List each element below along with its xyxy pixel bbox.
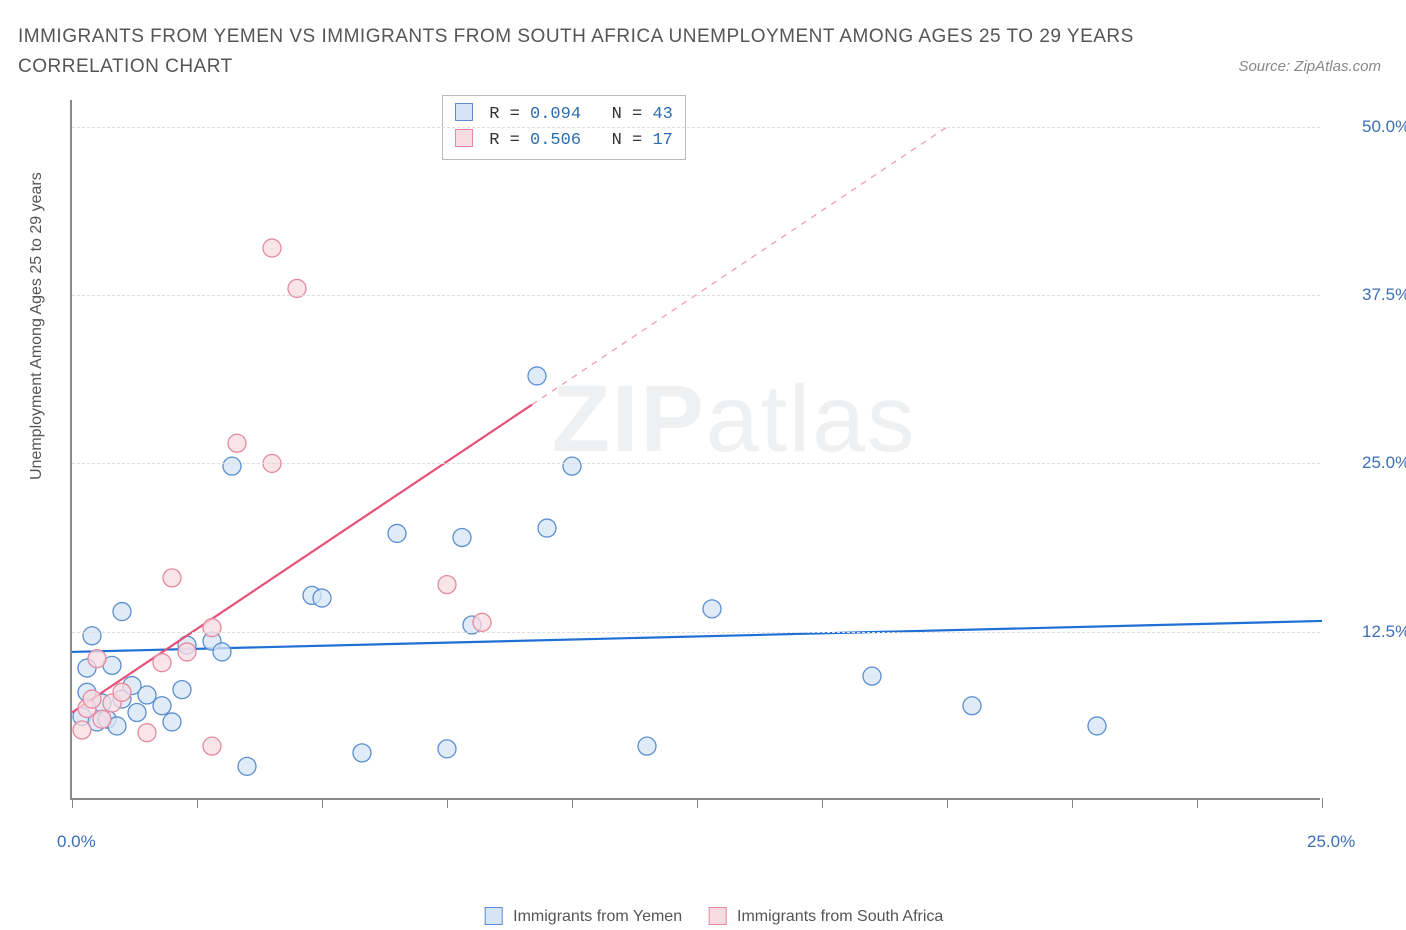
data-point bbox=[138, 724, 156, 742]
x-tick bbox=[572, 798, 573, 808]
x-tick bbox=[447, 798, 448, 808]
gridline bbox=[72, 463, 1320, 464]
data-point bbox=[173, 681, 191, 699]
data-point bbox=[703, 600, 721, 618]
data-point bbox=[83, 627, 101, 645]
stats-row-yemen: R = 0.094 N = 43 bbox=[455, 102, 673, 128]
data-point bbox=[93, 710, 111, 728]
plot-area: ZIPatlas R = 0.094 N = 43 R = 0.506 N = … bbox=[70, 100, 1320, 800]
stats-n-label: N = bbox=[612, 105, 643, 124]
x-tick bbox=[197, 798, 198, 808]
data-point bbox=[128, 704, 146, 722]
stats-swatch-yemen bbox=[455, 103, 473, 121]
x-tick bbox=[322, 798, 323, 808]
data-point bbox=[83, 690, 101, 708]
data-point bbox=[563, 457, 581, 475]
data-point bbox=[203, 737, 221, 755]
data-point bbox=[178, 643, 196, 661]
y-tick-label: 12.5% bbox=[1362, 622, 1406, 642]
source-label: Source: ZipAtlas.com bbox=[1238, 58, 1381, 75]
x-tick bbox=[697, 798, 698, 808]
data-point bbox=[73, 721, 91, 739]
x-tick bbox=[72, 798, 73, 808]
data-point bbox=[163, 569, 181, 587]
data-point bbox=[453, 529, 471, 547]
data-point bbox=[438, 740, 456, 758]
legend-swatch-sa bbox=[709, 907, 727, 925]
data-point bbox=[213, 643, 231, 661]
gridline bbox=[72, 295, 1320, 296]
gridline bbox=[72, 632, 1320, 633]
data-point bbox=[963, 697, 981, 715]
stats-r-label: R = bbox=[489, 105, 520, 124]
data-point bbox=[88, 650, 106, 668]
stats-r-sa: 0.506 bbox=[530, 131, 581, 150]
data-point bbox=[313, 589, 331, 607]
stats-row-sa: R = 0.506 N = 17 bbox=[455, 128, 673, 154]
chart-title: IMMIGRANTS FROM YEMEN VS IMMIGRANTS FROM… bbox=[18, 22, 1168, 83]
stats-swatch-sa bbox=[455, 129, 473, 147]
stats-r-yemen: 0.094 bbox=[530, 105, 581, 124]
data-point bbox=[223, 457, 241, 475]
data-point bbox=[473, 613, 491, 631]
x-tick bbox=[1197, 798, 1198, 808]
stats-r-label: R = bbox=[489, 131, 520, 150]
data-point bbox=[528, 367, 546, 385]
y-tick-label: 50.0% bbox=[1362, 117, 1406, 137]
data-point bbox=[638, 737, 656, 755]
x-tick-label: 25.0% bbox=[1307, 832, 1355, 852]
data-point bbox=[1088, 717, 1106, 735]
y-tick-label: 25.0% bbox=[1362, 453, 1406, 473]
legend: Immigrants from Yemen Immigrants from So… bbox=[463, 907, 944, 926]
gridline bbox=[72, 127, 1320, 128]
data-point bbox=[138, 686, 156, 704]
data-point bbox=[153, 654, 171, 672]
data-point bbox=[863, 667, 881, 685]
x-tick bbox=[1072, 798, 1073, 808]
data-point bbox=[228, 434, 246, 452]
y-axis-label: Unemployment Among Ages 25 to 29 years bbox=[28, 172, 46, 480]
data-point bbox=[538, 519, 556, 537]
data-point bbox=[113, 683, 131, 701]
stats-n-sa: 17 bbox=[652, 131, 672, 150]
data-point bbox=[353, 744, 371, 762]
x-tick bbox=[1322, 798, 1323, 808]
data-point bbox=[438, 576, 456, 594]
data-point bbox=[153, 697, 171, 715]
stats-n-label: N = bbox=[612, 131, 643, 150]
data-point bbox=[163, 713, 181, 731]
data-point bbox=[238, 757, 256, 775]
stats-n-yemen: 43 bbox=[652, 105, 672, 124]
legend-label-sa: Immigrants from South Africa bbox=[737, 908, 943, 925]
plot-svg bbox=[72, 100, 1320, 798]
data-point bbox=[263, 239, 281, 257]
x-tick-label: 0.0% bbox=[57, 832, 96, 852]
x-tick bbox=[822, 798, 823, 808]
legend-swatch-yemen bbox=[485, 907, 503, 925]
data-point bbox=[203, 619, 221, 637]
data-point bbox=[113, 603, 131, 621]
x-tick bbox=[947, 798, 948, 808]
legend-label-yemen: Immigrants from Yemen bbox=[513, 908, 682, 925]
y-tick-label: 37.5% bbox=[1362, 285, 1406, 305]
data-point bbox=[388, 524, 406, 542]
